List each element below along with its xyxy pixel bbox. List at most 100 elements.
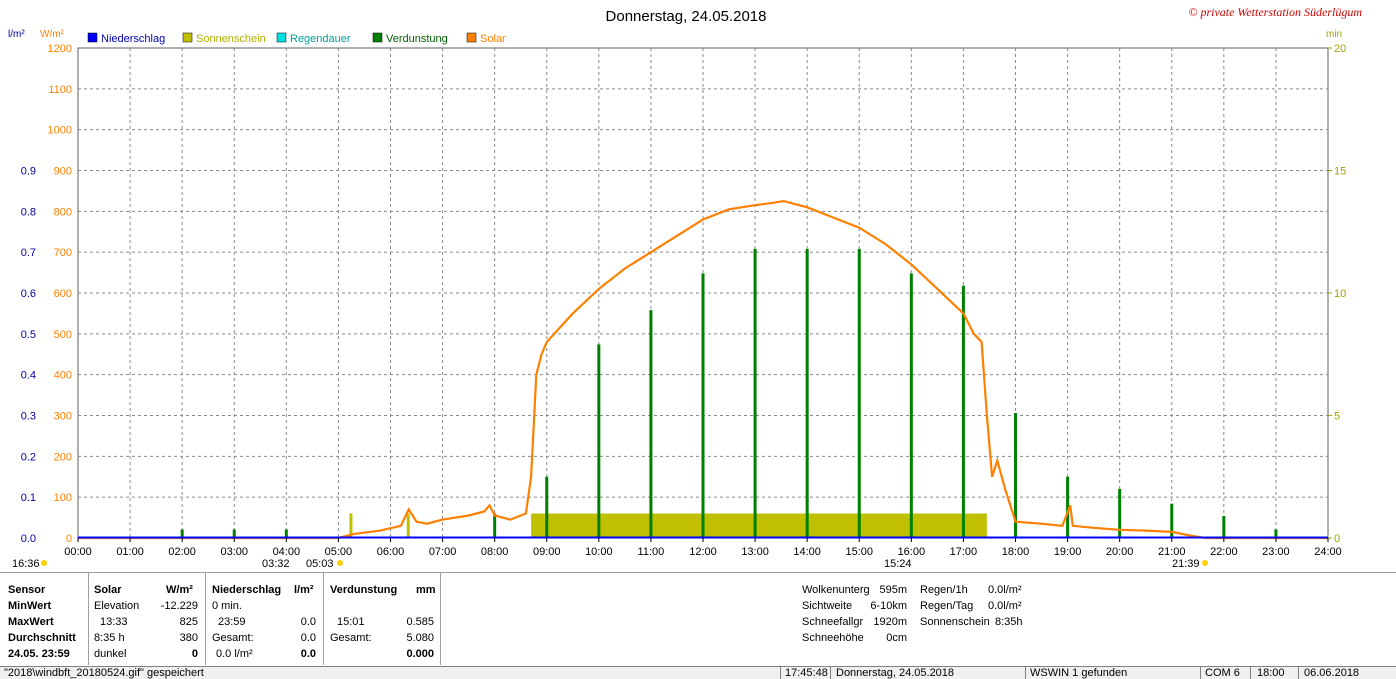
status-date: Donnerstag, 24.05.2018: [836, 667, 955, 679]
status-found: WSWIN 1 gefunden: [1030, 667, 1128, 679]
legend-swatch: [87, 32, 98, 43]
divider: [440, 573, 441, 665]
evap-label: Gesamt:: [330, 632, 372, 644]
x-axis-tick: 05:00: [325, 546, 353, 558]
rain-label: 0 min.: [212, 600, 242, 612]
divider: [323, 573, 324, 665]
marker-min-solar: 15:24: [884, 558, 912, 570]
evap-header: Verdunstung: [330, 584, 398, 596]
divider: [1025, 667, 1026, 679]
legend-swatch: [466, 32, 477, 43]
solar-axis-unit: W/m²: [40, 29, 65, 40]
sensor-row: MinWert: [8, 600, 52, 612]
solar-unit: W/m²: [166, 584, 193, 596]
weather-value: 6-10km: [870, 600, 907, 612]
solar-header: Solar: [94, 584, 122, 596]
status-today: 06.06.2018: [1304, 667, 1360, 679]
evaporation-bar: [805, 248, 809, 538]
legend-label: Verdunstung: [386, 33, 448, 45]
solar-axis-tick: 1200: [48, 43, 72, 55]
status-bar: "2018\windbft_20180524.gif" gespeichert …: [0, 666, 1396, 679]
solar-axis-tick: 300: [54, 411, 72, 423]
left-axis-tick: 0.8: [21, 206, 36, 218]
x-axis-tick: 21:00: [1158, 546, 1186, 558]
left-axis-tick: 0.5: [21, 329, 36, 341]
statistics-panel: Sensor MinWert MaxWert Durchschnitt 24.0…: [0, 572, 1396, 667]
divider: [205, 573, 206, 665]
marker-dot: [337, 560, 343, 566]
x-axis-tick: 18:00: [1002, 546, 1030, 558]
right-axis-unit: min: [1326, 29, 1342, 40]
evaporation-bar: [961, 285, 965, 538]
copyright-label: © private Wetterstation Süderlügum: [1188, 5, 1362, 19]
evap-label: 15:01: [337, 616, 365, 628]
solar-value: 825: [179, 616, 198, 628]
solar-label: 13:33: [100, 616, 128, 628]
divider: [1250, 667, 1251, 679]
evaporation-bar: [1118, 489, 1122, 538]
rain-label: Gesamt:: [212, 632, 254, 644]
evap-value: 0.585: [406, 616, 434, 628]
evaporation-bar: [701, 273, 705, 538]
evaporation-bar: [284, 529, 288, 538]
x-axis-tick: 14:00: [793, 546, 821, 558]
x-axis-tick: 16:00: [898, 546, 926, 558]
x-axis-tick: 12:00: [689, 546, 717, 558]
rain-value: 0.0: [300, 648, 316, 660]
solar-label: Elevation: [94, 600, 140, 612]
x-axis-tick: 23:00: [1262, 546, 1290, 558]
left-axis-tick: 0.3: [21, 411, 36, 423]
chart-title: Donnerstag, 24.05.2018: [606, 8, 767, 25]
x-axis-tick: 07:00: [429, 546, 457, 558]
rain-unit: l/m²: [294, 584, 314, 596]
right-axis-tick: 15: [1334, 166, 1346, 178]
x-axis-tick: 19:00: [1054, 546, 1082, 558]
x-axis-tick: 02:00: [168, 546, 196, 558]
evaporation-bar: [1014, 413, 1017, 538]
solar-axis-tick: 900: [54, 166, 72, 178]
weather-label: Schneehöhe: [802, 632, 864, 644]
right-axis-tick: 10: [1334, 288, 1346, 300]
time-markers: 16:36 03:32 05:03 15:24 21:39: [12, 558, 1208, 570]
evap-value: 0.000: [406, 648, 434, 660]
left-axis-tick: 0.6: [21, 288, 36, 300]
divider: [780, 667, 781, 679]
x-axis-tick: 00:00: [64, 546, 92, 558]
solar-axis-tick: 100: [54, 492, 72, 504]
solar-axis-tick: 700: [54, 247, 72, 259]
solar-series-line: [78, 199, 1328, 540]
rain-value: 0.0: [300, 616, 316, 628]
evap-value: 5.080: [406, 632, 434, 644]
weather-label: Sonnenschein: [920, 616, 990, 628]
solar-axis-tick: 200: [54, 451, 72, 463]
left-axis-tick: 0.7: [21, 247, 36, 259]
evaporation-bar: [857, 248, 861, 538]
weather-value: 1920m: [873, 616, 907, 628]
weather-label: Wolkenunterg: [802, 584, 870, 596]
sensor-row: Durchschnitt: [8, 632, 76, 644]
evaporation-bar: [1274, 529, 1278, 538]
x-axis-tick: 06:00: [377, 546, 405, 558]
x-axis-tick: 03:00: [220, 546, 248, 558]
solar-axis-tick: 800: [54, 206, 72, 218]
right-axis-tick: 20: [1334, 43, 1346, 55]
solar-value: 380: [179, 632, 198, 644]
sensor-header: Sensor: [8, 584, 46, 596]
divider: [88, 573, 89, 665]
solar-label: dunkel: [94, 648, 127, 660]
rain-value: 0.0: [300, 632, 316, 644]
weather-value: 595m: [879, 584, 907, 596]
x-axis-tick: 09:00: [533, 546, 561, 558]
x-axis-tick: 11:00: [638, 546, 665, 558]
marker-left-time: 16:36: [12, 558, 40, 570]
sunshine-bar: [349, 513, 353, 538]
status-time: 17:45:48: [785, 667, 828, 679]
solar-axis-tick: 400: [54, 370, 72, 382]
marker-sunrise: 03:32: [262, 558, 290, 570]
sunshine-bar: [406, 513, 410, 538]
evaporation-bar: [597, 344, 601, 538]
x-axis-tick: 10:00: [585, 546, 613, 558]
x-axis-tick: 24:00: [1314, 546, 1342, 558]
weather-label: Sichtweite: [802, 600, 853, 612]
evaporation-bar: [1222, 515, 1226, 538]
